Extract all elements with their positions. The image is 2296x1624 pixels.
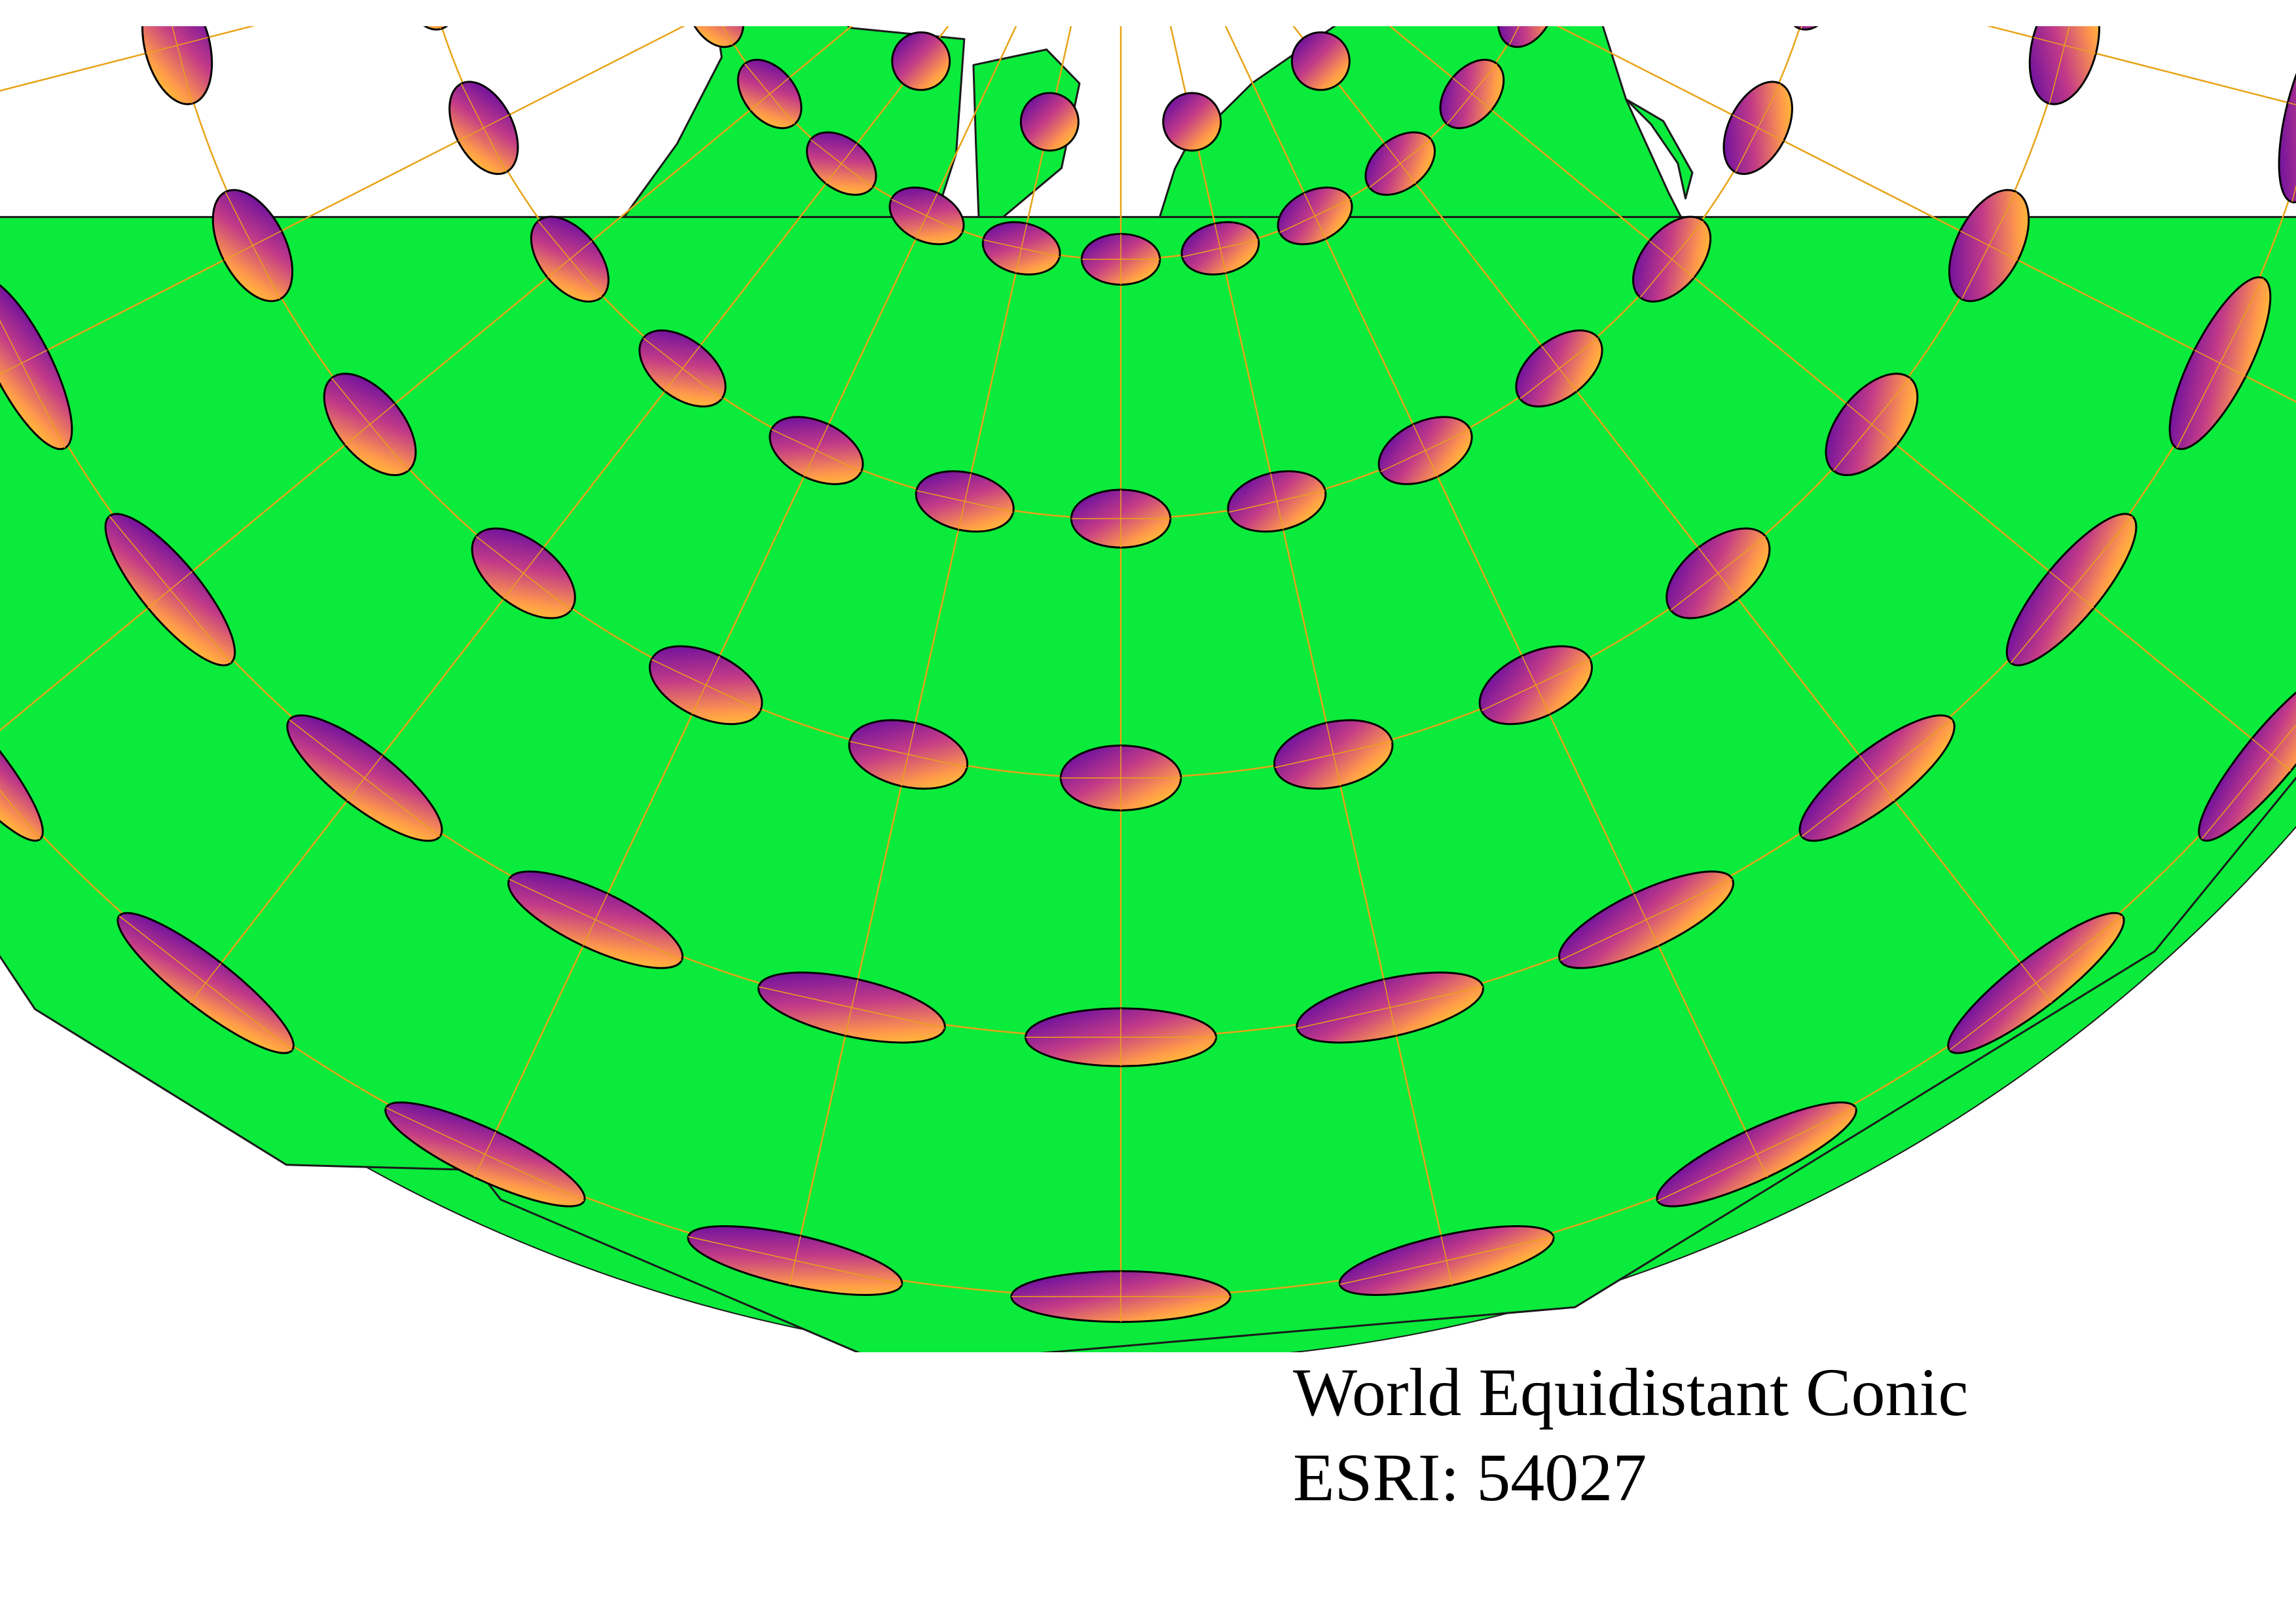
tissot-ellipse bbox=[1296, 971, 1484, 1044]
tissot-ellipse bbox=[1273, 719, 1394, 790]
tissot-ellipse bbox=[848, 719, 969, 790]
tissot-ellipse bbox=[1080, 232, 1161, 286]
tissot-ellipse bbox=[1162, 92, 1222, 152]
tissot-ellipse bbox=[737, 58, 803, 130]
tissot-ellipse bbox=[384, 1101, 586, 1208]
tissot-ellipse bbox=[1025, 1007, 1217, 1067]
meridian-line bbox=[1224, 26, 1758, 1155]
tissot-ellipse bbox=[211, 189, 294, 303]
meridian-line bbox=[1169, 26, 1448, 1261]
tissot-ellipse bbox=[530, 215, 610, 303]
meridian-line bbox=[484, 26, 1017, 1155]
tissot-ellipse bbox=[1277, 186, 1353, 246]
tissot-ellipse bbox=[104, 513, 236, 667]
meridian-line bbox=[205, 26, 949, 984]
tissot-ellipse bbox=[915, 470, 1015, 533]
tissot-ellipse bbox=[507, 870, 683, 969]
tissot-ellipse bbox=[687, 1225, 903, 1297]
meridian-line bbox=[0, 26, 685, 375]
tissot-ellipse bbox=[1338, 1225, 1555, 1297]
tissot-ellipse bbox=[1656, 1101, 1857, 1208]
tissot-ellipse bbox=[1180, 221, 1260, 276]
tissot-ellipse bbox=[141, 26, 213, 105]
tissot-ellipse bbox=[1290, 31, 1351, 91]
tissot-ellipse bbox=[0, 276, 73, 451]
meridian-line bbox=[0, 26, 853, 731]
tissot-ellipse bbox=[323, 373, 417, 477]
meridian-line bbox=[1556, 26, 2296, 403]
tissot-ellipse bbox=[1227, 470, 1327, 533]
tissot-ellipse bbox=[2278, 26, 2296, 204]
tissot-ellipse bbox=[1497, 26, 1557, 48]
tissot-ellipse bbox=[1059, 745, 1182, 811]
tissot-ellipse bbox=[1439, 58, 1505, 130]
tissot-ellipse bbox=[685, 26, 745, 48]
tissot-ellipse bbox=[649, 645, 763, 726]
tissot-ellipse bbox=[757, 971, 946, 1044]
tissot-ellipse bbox=[1632, 215, 1712, 303]
land-japan bbox=[1625, 98, 1694, 200]
tissot-ellipse bbox=[397, 26, 460, 31]
tissot-ellipse bbox=[1070, 489, 1172, 549]
tissot-indicatrices bbox=[0, 26, 2296, 1323]
tissot-ellipse bbox=[1019, 92, 1080, 152]
tissot-ellipse bbox=[1377, 416, 1473, 485]
tissot-ellipse bbox=[1947, 912, 2125, 1054]
tissot-ellipse bbox=[1364, 131, 1436, 196]
tissot-ellipse bbox=[1558, 870, 1734, 969]
meridian-line bbox=[794, 26, 1072, 1261]
tissot-ellipse bbox=[1798, 714, 1956, 842]
tissot-ellipse bbox=[1825, 373, 1919, 477]
tissot-ellipse bbox=[1478, 645, 1593, 726]
tissot-ellipse bbox=[471, 527, 576, 619]
tissot-ellipse bbox=[2028, 26, 2101, 105]
tissot-ellipse bbox=[117, 912, 295, 1054]
tissot-ellipse bbox=[1948, 189, 2030, 303]
tissot-ellipse bbox=[286, 714, 443, 842]
tissot-ellipse bbox=[448, 81, 519, 175]
land-masses bbox=[0, 26, 2296, 1352]
tissot-ellipse bbox=[769, 416, 864, 485]
tissot-ellipse bbox=[1666, 527, 1771, 619]
tissot-ellipse bbox=[888, 186, 965, 246]
tissot-ellipse bbox=[638, 329, 727, 408]
meridian-line bbox=[1292, 26, 2037, 984]
tissot-ellipse bbox=[1010, 1270, 1231, 1323]
tissot-ellipse bbox=[981, 221, 1061, 276]
tissot-ellipse bbox=[2005, 513, 2138, 667]
tissot-ellipse bbox=[806, 131, 877, 196]
tissot-ellipse bbox=[2198, 668, 2296, 842]
tissot-ellipse bbox=[2168, 276, 2272, 451]
projection-name-caption: World Equidistant Conic bbox=[1293, 1355, 1969, 1430]
tissot-ellipse bbox=[0, 668, 44, 842]
tissot-ellipse bbox=[1722, 81, 1793, 175]
tissot-ellipse bbox=[1515, 329, 1603, 408]
projection-code-caption: ESRI: 54027 bbox=[1293, 1440, 1647, 1515]
meridian-line bbox=[1389, 26, 2272, 756]
tissot-ellipse bbox=[1781, 26, 1845, 31]
tissot-ellipse bbox=[891, 31, 951, 91]
